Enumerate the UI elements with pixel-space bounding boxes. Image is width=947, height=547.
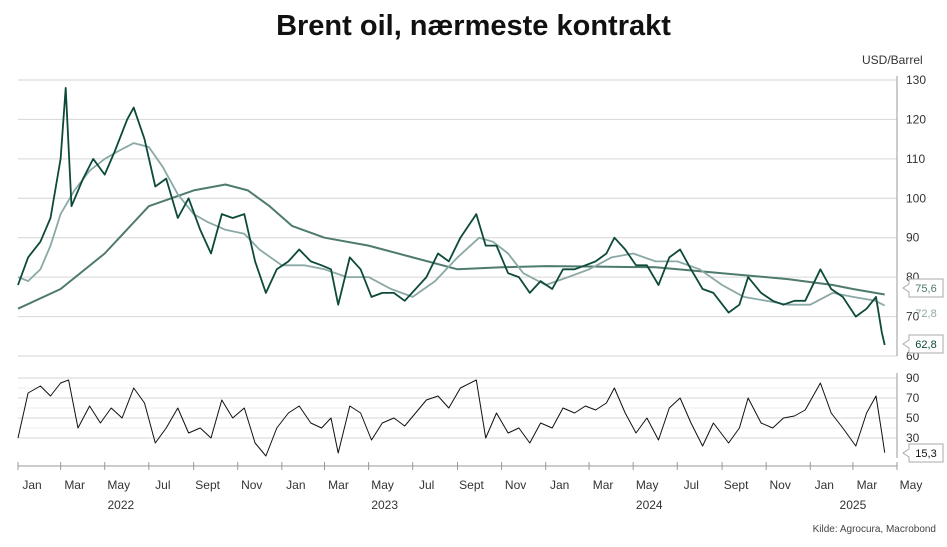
source-note: Kilde: Agrocura, Macrobond xyxy=(812,524,936,535)
indicator-y-tick-label: 90 xyxy=(906,371,920,385)
chart-title: Brent oil, nærmeste kontrakt xyxy=(276,10,671,42)
x-tick-label: Jan xyxy=(286,478,305,492)
x-tick-label: Mar xyxy=(64,478,85,492)
x-tick-label: Nov xyxy=(241,478,262,492)
x-tick-label: Sept xyxy=(195,478,220,492)
main-y-tick-label: 120 xyxy=(906,112,926,126)
x-tick-label: Sept xyxy=(724,478,749,492)
x-year-label: 2025 xyxy=(840,498,867,512)
x-tick-label: May xyxy=(900,478,923,492)
x-tick-label: May xyxy=(636,478,659,492)
indicator-y-tick-label: 70 xyxy=(906,391,920,405)
x-tick-label: May xyxy=(107,478,130,492)
main-y-tick-label: 90 xyxy=(906,231,920,245)
end-value-box xyxy=(902,443,944,463)
main-y-tick-label: 110 xyxy=(906,152,925,166)
end-value-label-ma_long: 75,6 xyxy=(915,283,936,295)
x-tick-label: Nov xyxy=(769,478,790,492)
x-year-label: 2023 xyxy=(371,498,398,512)
indicator-y-tick-label: 50 xyxy=(906,411,920,425)
end-value-label-ma_short: 72,8 xyxy=(915,308,936,320)
end-value-box xyxy=(902,278,944,298)
x-tick-label: Mar xyxy=(593,478,614,492)
end-value-label-price: 62,8 xyxy=(915,339,936,351)
x-tick-label: Jul xyxy=(419,478,434,492)
x-tick-label: Mar xyxy=(328,478,349,492)
series-line-ma_long xyxy=(17,183,885,310)
x-tick-label: Jan xyxy=(22,478,41,492)
main-y-tick-label: 100 xyxy=(906,191,926,205)
x-tick-label: Mar xyxy=(857,478,878,492)
indicator-y-tick-label: 30 xyxy=(906,431,920,445)
x-tick-label: Jul xyxy=(155,478,170,492)
series-line-indicator xyxy=(17,379,886,457)
x-tick-label: Sept xyxy=(459,478,484,492)
x-tick-label: May xyxy=(371,478,394,492)
x-year-label: 2024 xyxy=(636,498,663,512)
x-year-label: 2022 xyxy=(107,498,134,512)
unit-label: USD/Barrel xyxy=(862,53,923,67)
x-tick-label: Jan xyxy=(550,478,569,492)
x-tick-label: Jan xyxy=(815,478,834,492)
end-value-box xyxy=(902,334,944,354)
series-line-ma_short xyxy=(17,142,886,307)
series-line-price xyxy=(17,87,886,346)
end-value-label-indicator: 15,3 xyxy=(915,448,936,460)
x-tick-label: Jul xyxy=(684,478,699,492)
main-y-tick-label: 70 xyxy=(906,310,920,324)
main-y-tick-label: 130 xyxy=(906,73,926,87)
x-tick-label: Nov xyxy=(505,478,526,492)
